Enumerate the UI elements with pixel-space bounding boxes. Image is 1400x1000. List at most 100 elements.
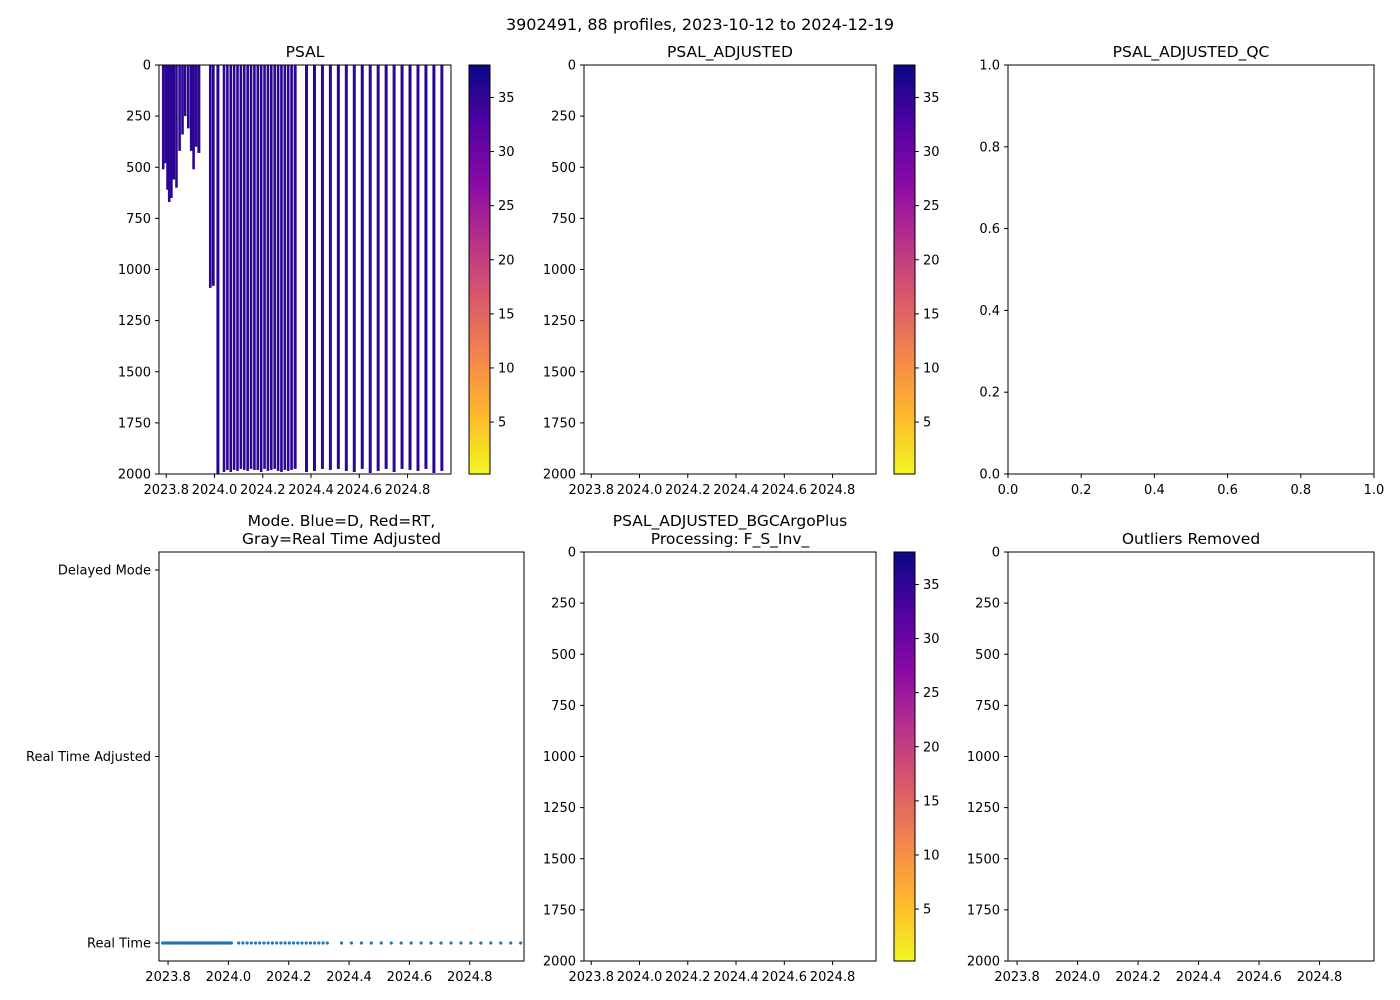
mode-point bbox=[279, 941, 283, 945]
mode-point bbox=[296, 941, 300, 945]
colorbar: 5 10 15 20 25 30 35 bbox=[468, 64, 515, 475]
mode-point bbox=[287, 941, 291, 945]
mode-point bbox=[229, 941, 233, 945]
colorbar-segment bbox=[894, 874, 915, 880]
colorbar-segment bbox=[894, 935, 915, 942]
colorbar: 5 10 15 20 25 30 35 bbox=[893, 551, 940, 962]
x-tick-label: 2024.6 bbox=[337, 483, 383, 498]
y-tick-label: 0.6 bbox=[979, 222, 1000, 237]
colorbar-segment bbox=[894, 690, 915, 696]
profile-bar bbox=[266, 65, 270, 471]
profile-bar bbox=[216, 65, 220, 474]
colorbar-segment bbox=[894, 187, 915, 194]
profile-bar bbox=[222, 65, 226, 472]
colorbar-segment bbox=[894, 802, 915, 809]
y-tick-label: 500 bbox=[126, 161, 151, 176]
x-tick-label: 0.4 bbox=[1144, 483, 1165, 498]
colorbar-segment bbox=[894, 376, 915, 383]
mode-point bbox=[262, 941, 266, 945]
y-tick-label: 1750 bbox=[967, 903, 1000, 918]
colorbar-segment bbox=[894, 192, 915, 199]
colorbar-segment bbox=[894, 592, 915, 599]
profile-bar bbox=[211, 65, 215, 286]
colorbar-segment bbox=[469, 249, 490, 255]
colorbar-segment bbox=[894, 387, 915, 393]
profile-bar bbox=[424, 65, 428, 469]
colorbar-segment bbox=[894, 310, 915, 317]
profile-bar bbox=[273, 65, 276, 469]
x-tick-label: 2024.4 bbox=[713, 970, 759, 985]
profile-bar bbox=[270, 65, 273, 470]
colorbar-segment bbox=[894, 356, 915, 363]
colorbar-segment bbox=[894, 930, 915, 937]
colorbar-segment bbox=[894, 730, 915, 737]
colorbar-segment bbox=[894, 422, 915, 429]
colorbar-segment bbox=[894, 218, 915, 225]
profile-bar bbox=[280, 65, 283, 472]
colorbar-segment bbox=[469, 356, 490, 363]
y-tick-label: Delayed Mode bbox=[58, 564, 151, 579]
colorbar-segment bbox=[894, 366, 915, 373]
colorbar-tick-label: 5 bbox=[498, 416, 506, 431]
colorbar-segment bbox=[894, 950, 915, 957]
colorbar-segment bbox=[894, 613, 915, 620]
colorbar-segment bbox=[894, 843, 915, 850]
x-tick-label: 0.2 bbox=[1071, 483, 1092, 498]
colorbar-segment bbox=[894, 259, 915, 265]
colorbar-segment bbox=[894, 458, 915, 465]
colorbar-segment bbox=[894, 453, 915, 460]
profile-bar bbox=[408, 65, 412, 470]
x-tick-label: 2024.6 bbox=[762, 483, 808, 498]
x-tick-label: 2024.8 bbox=[810, 970, 856, 985]
colorbar-segment bbox=[894, 223, 915, 230]
panel-psal_adjusted: 2023.8 2024.0 2024.2 2024.4 2024.6 2024.8 0 250… bbox=[543, 43, 940, 498]
colorbar-segment bbox=[894, 945, 915, 952]
colorbar-segment bbox=[894, 443, 915, 450]
colorbar-segment bbox=[469, 407, 490, 414]
colorbar-segment bbox=[469, 397, 490, 404]
x-tick-label: 2024.2 bbox=[665, 483, 711, 498]
colorbar-segment bbox=[469, 325, 490, 332]
panel-title: Mode. Blue=D, Red=RT, bbox=[248, 512, 436, 530]
profile-bar bbox=[416, 65, 420, 471]
colorbar-segment bbox=[469, 157, 490, 163]
y-tick-label: 1500 bbox=[543, 852, 576, 867]
mode-point bbox=[325, 941, 329, 945]
profile-bar bbox=[167, 65, 171, 203]
y-tick-label: 250 bbox=[551, 597, 576, 612]
colorbar-segment bbox=[469, 310, 490, 317]
y-tick-label: 250 bbox=[975, 597, 1000, 612]
profile-bar bbox=[368, 65, 372, 473]
colorbar-segment bbox=[469, 80, 490, 87]
mode-point bbox=[489, 941, 493, 945]
mode-point bbox=[379, 941, 383, 945]
panel-title: Gray=Real Time Adjusted bbox=[242, 530, 441, 548]
mode-point bbox=[369, 941, 373, 945]
colorbar-segment bbox=[894, 85, 915, 92]
colorbar-segment bbox=[469, 361, 490, 368]
y-tick-label: 1750 bbox=[543, 903, 576, 918]
colorbar-segment bbox=[469, 167, 490, 173]
mode-point bbox=[291, 941, 296, 945]
y-tick-label: 500 bbox=[975, 648, 1000, 663]
colorbar-segment bbox=[894, 761, 915, 768]
colorbar-segment bbox=[894, 618, 915, 625]
colorbar-segment bbox=[469, 131, 490, 138]
colorbar-tick-label: 15 bbox=[498, 307, 515, 322]
x-tick-label: 2024.8 bbox=[447, 970, 493, 985]
colorbar-segment bbox=[894, 468, 915, 475]
colorbar-tick-label: 5 bbox=[923, 416, 931, 431]
colorbar-segment bbox=[469, 126, 490, 133]
colorbar-segment bbox=[894, 182, 915, 189]
axes-frame bbox=[583, 551, 877, 962]
mode-point bbox=[359, 941, 364, 945]
colorbar-segment bbox=[894, 177, 915, 184]
profile-bar bbox=[336, 65, 340, 469]
mode-point bbox=[283, 941, 287, 945]
profile-bar bbox=[161, 65, 165, 170]
profile-bar bbox=[189, 65, 193, 151]
colorbar-tick-label: 15 bbox=[923, 794, 940, 809]
profile-bar bbox=[166, 65, 169, 190]
colorbar-segment bbox=[894, 848, 915, 855]
profile-bar bbox=[229, 65, 233, 472]
